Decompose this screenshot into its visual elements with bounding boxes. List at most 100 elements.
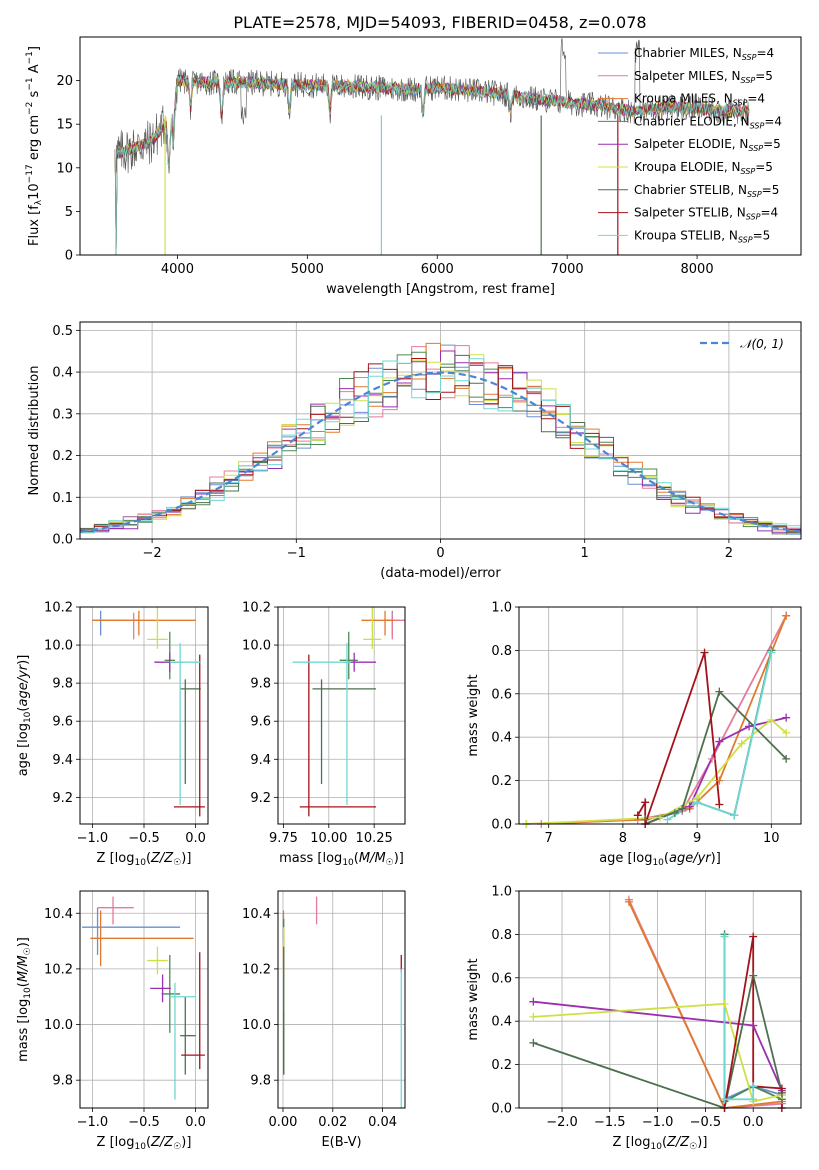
age-vs-mass-xtick-label: 9.75 — [269, 831, 298, 846]
legend-sub: SSP — [742, 53, 757, 62]
legend-entry: Kroupa MILES, NSSP=4 — [634, 92, 765, 108]
mass-weight-line — [666, 652, 773, 821]
mass-vs-ebv-xtick-label: 0.02 — [318, 1115, 347, 1130]
massweight-vs-z-xlabel-part: ☉ — [689, 1142, 697, 1152]
mass-weight-point — [529, 1038, 538, 1047]
residuals-plot — [80, 342, 801, 538]
age-vs-mass-axes: 9.75 10.00 10.25 9.2 9.4 9.6 9.8 10.0 10.2 — [242, 601, 405, 846]
massweight-vs-z-axes: −2.0 −1.5 −1.0 −0.5 0.0 0.0 0.2 0.4 0.6 0.8 1.0 — [491, 885, 801, 1130]
mass-weight-point — [663, 815, 672, 824]
age-vs-z-xlabel-part: ☉ — [173, 858, 181, 868]
spectrum-ylabel-part: λ — [34, 199, 44, 205]
mass-vs-z-ylabel-part: 10 — [23, 987, 33, 999]
massweight-vs-age-ytick-label: 1.0 — [491, 601, 512, 616]
legend-nssp: =5 — [762, 183, 780, 197]
age-vs-z-axes: −1.0 −0.5 0.0 9.2 9.4 9.6 9.8 10.0 10.2 — [44, 601, 208, 846]
residuals-ytick-label: 0.4 — [52, 366, 73, 381]
mass-vs-ebv-ytick-label: 9.8 — [250, 1074, 271, 1089]
residuals-xlabel: (data-model)/error — [380, 566, 501, 581]
massweight-vs-age-xlabel-part: age [log — [599, 851, 652, 866]
mass-weight-line — [644, 689, 787, 824]
mass-weight-point — [693, 798, 702, 807]
massweight-vs-z-ylabel: mass weight — [466, 958, 481, 1040]
spectrum-xtick-label: 6000 — [421, 262, 454, 277]
age-vs-z-xlabel: Z [log10(Z/Z☉)] — [97, 851, 192, 868]
age-vs-z-ylabel-part: 10 — [23, 711, 33, 723]
mass-vs-z-ytick-label: 10.2 — [44, 962, 73, 977]
massweight-vs-age-xlabel-part: )] — [711, 851, 721, 866]
massweight-vs-age-ytick-label: 0.8 — [491, 644, 512, 659]
spectrum-ytick-label: 10 — [56, 161, 73, 176]
massweight-vs-z-xlabel: Z [log10(Z/Z☉)] — [613, 1135, 708, 1152]
legend-nssp: =4 — [756, 46, 774, 60]
residuals-ytick-label: 0.0 — [52, 533, 73, 548]
residuals-axes: −2 −1 0 1 2 0.0 0.1 0.2 0.3 0.4 0.5 — [52, 322, 801, 561]
age-vs-mass-xlabel: mass [log10(M/M☉)] — [279, 851, 404, 868]
massweight-vs-z-ytick-label: 0.0 — [491, 1102, 512, 1117]
mass-weight-line — [636, 652, 721, 824]
massweight-vs-z-xtick-label: −1.5 — [594, 1115, 626, 1130]
spectrum-ylabel-part: −1 — [25, 77, 35, 90]
mass-weight-point — [715, 737, 724, 746]
legend-nssp: =5 — [755, 69, 773, 83]
legend-entry: Kroupa STELIB, NSSP=5 — [634, 228, 770, 244]
age-vs-z-xtick-label: −1.0 — [77, 831, 109, 846]
legend-nssp: =5 — [763, 137, 781, 151]
massweight-vs-age-xlabel-part: age/yr — [669, 851, 712, 866]
mass-weight-point — [529, 997, 538, 1006]
massweight-vs-z-xlabel-part: Z/Z — [666, 1135, 690, 1150]
legend-model-name: Chabrier STELIB — [634, 183, 730, 197]
residuals-xtick-label: 0 — [436, 546, 444, 561]
massweight-vs-age-ytick-label: 0.6 — [491, 687, 512, 702]
legend-model-name: Chabrier ELODIE — [634, 114, 733, 128]
massweight-vs-age-xlabel-part: 10 — [652, 858, 664, 868]
legend-sep: , N — [724, 69, 741, 83]
legend-entry: Kroupa ELODIE, NSSP=5 — [634, 160, 773, 176]
age-vs-mass-ytick-label: 9.2 — [250, 791, 271, 806]
age-vs-z-xlabel-part: )] — [181, 851, 191, 866]
mass-weight-point — [749, 932, 758, 941]
residuals-xtick-label: 2 — [725, 546, 733, 561]
massweight-vs-age-ytick-label: 0.2 — [491, 774, 512, 789]
age-vs-mass-frame — [277, 606, 406, 825]
legend-nssp: =4 — [764, 114, 782, 128]
mass-weight-point — [641, 798, 650, 807]
age-vs-z-xlabel-part: Z/Z — [150, 851, 174, 866]
residuals-ytick-label: 0.1 — [52, 491, 73, 506]
mass-weight-line — [628, 901, 783, 1108]
mass-weight-point — [749, 1095, 758, 1104]
massweight-vs-z-xtick-label: 0.0 — [743, 1115, 764, 1130]
legend-sub: SSP — [747, 190, 762, 199]
mass-weight-point — [715, 687, 724, 696]
mass-vs-ebv-axes: 0.00 0.02 0.04 9.8 10.0 10.2 10.4 — [242, 891, 405, 1130]
massweight-vs-z-frame — [518, 890, 802, 1109]
mass-weight-line — [541, 615, 787, 824]
legend-sep: , N — [733, 114, 750, 128]
spectrum-xtick-label: 4000 — [161, 262, 194, 277]
spectrum-ylabel-part: Flux [f — [27, 205, 42, 246]
massweight-vs-z-xlabel-part: 10 — [650, 1142, 662, 1152]
legend-sep: , N — [721, 228, 738, 242]
mass-vs-z-ylabel-part: mass [log — [16, 999, 31, 1062]
age-vs-z-ylabel-part: age/yr — [16, 663, 31, 706]
mass-vs-z-xlabel: Z [log10(Z/Z☉)] — [97, 1135, 192, 1152]
massweight-vs-z-ytick-label: 0.2 — [491, 1058, 512, 1073]
spectrum-ylabel-part: 10 — [27, 183, 42, 200]
mass-weight-point — [720, 1095, 729, 1104]
age-vs-z-frame — [79, 606, 209, 825]
age-vs-z-ytick-label: 10.0 — [44, 639, 73, 654]
residuals-xtick-label: 1 — [581, 546, 589, 561]
massweight-vs-z-ytick-label: 0.4 — [491, 1015, 512, 1030]
massweight-vs-z-xlabel-part: )] — [697, 1135, 707, 1150]
mass-weight-point — [782, 713, 791, 722]
legend-sub: SSP — [746, 213, 761, 222]
mass-vs-z-xtick-label: −1.0 — [77, 1115, 109, 1130]
mass-vs-ebv-ytick-label: 10.4 — [242, 907, 271, 922]
massweight-vs-age-xlabel-part: ( — [664, 851, 669, 866]
mass-weight-point — [656, 813, 664, 822]
residuals-ytick-label: 0.5 — [52, 324, 73, 339]
spectrum-xtick-label: 7000 — [551, 262, 584, 277]
mass-vs-z-ylabel-part: )] — [16, 937, 31, 947]
legend-model-name: Kroupa ELODIE — [634, 160, 724, 174]
mass-weight-point — [715, 776, 724, 785]
